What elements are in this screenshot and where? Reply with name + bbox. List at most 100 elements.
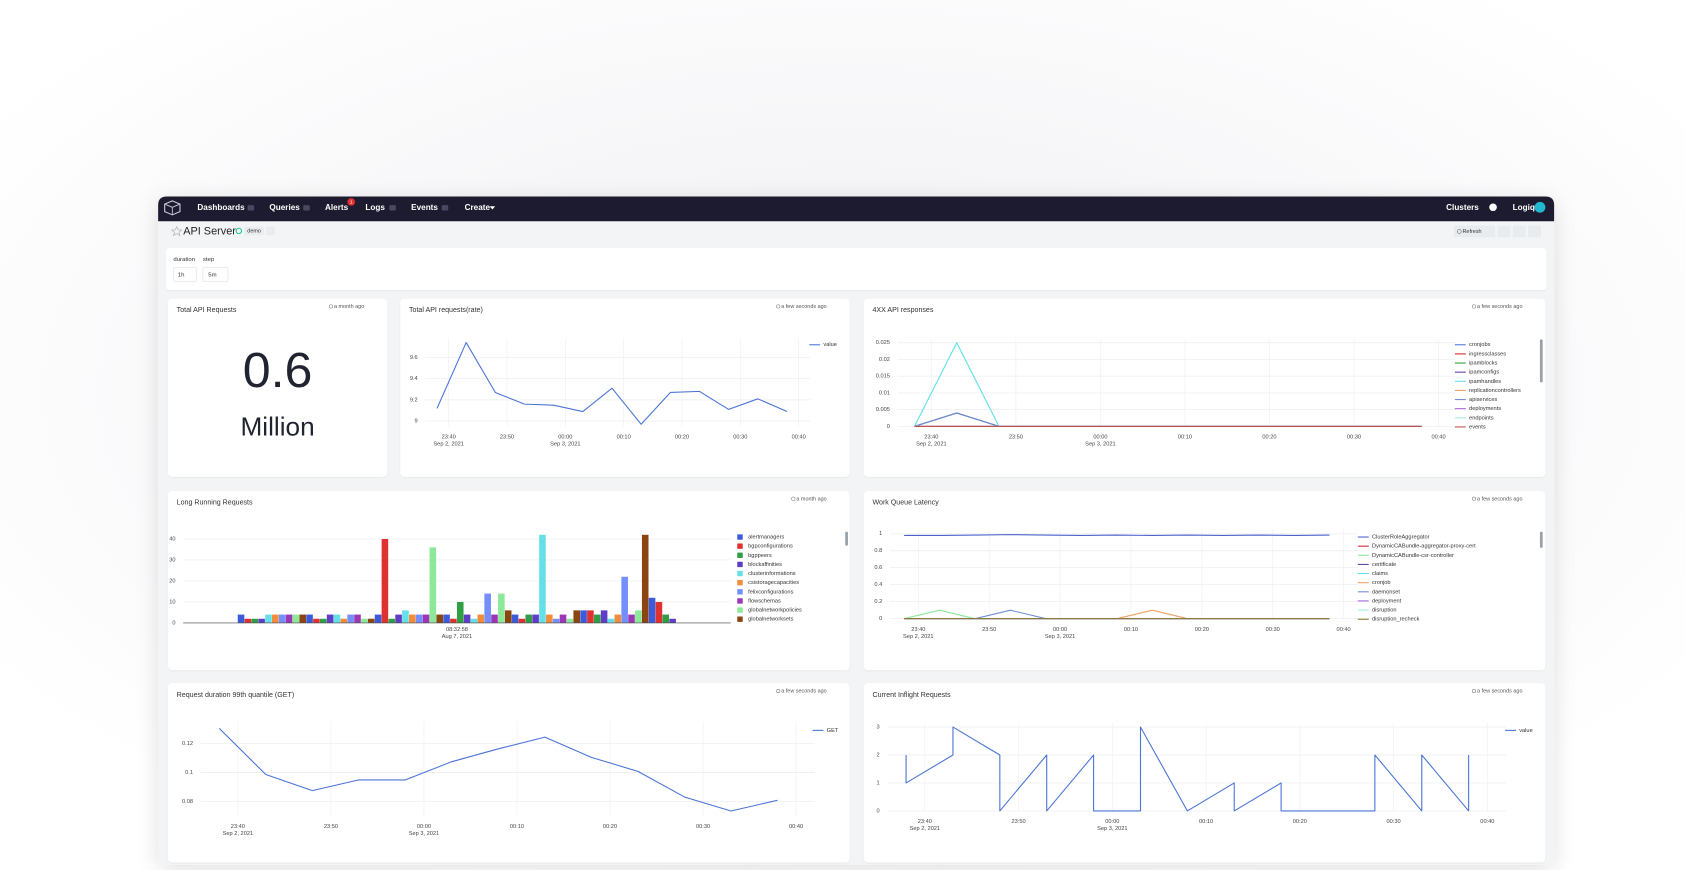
alert-count: 1: [350, 200, 353, 206]
filter-value[interactable]: 5m: [208, 273, 216, 279]
y-tick-label: 3: [877, 725, 880, 731]
legend-label: ClusterRoleAggregator: [1372, 535, 1430, 541]
legend-label: clusterinformations: [748, 571, 796, 577]
help-icon[interactable]: [1489, 203, 1497, 212]
bar: [347, 614, 354, 623]
legend-label: alertmanagers: [748, 535, 784, 541]
favorite-star[interactable]: [170, 225, 183, 237]
bar: [552, 618, 560, 623]
legend-label: DynamicCABundle-aggregator-proxy-cert: [1372, 544, 1476, 550]
legend-swatch: [737, 598, 743, 604]
bar: [511, 614, 519, 623]
tag[interactable]: [244, 226, 264, 236]
bar: [484, 593, 491, 623]
dropdown-icon[interactable]: [441, 205, 449, 211]
refresh-label[interactable]: Refresh: [1463, 229, 1482, 235]
panel-title: Work Queue Latency: [872, 500, 939, 507]
panel-title: Long Running Requests: [177, 500, 253, 507]
dropdown-icon[interactable]: [389, 205, 396, 211]
panel: [167, 683, 850, 863]
legend-label: deployments: [1469, 406, 1501, 412]
fullscreen-button[interactable]: [1497, 225, 1511, 238]
x-tick-label: 00:20: [675, 435, 689, 441]
series-line: [218, 728, 778, 812]
bar: [539, 534, 546, 623]
nav-item[interactable]: Queries: [269, 203, 300, 212]
legend-swatch: [737, 561, 743, 568]
user-name[interactable]: Logiq: [1513, 203, 1535, 212]
x-tick-label: 00:30: [1266, 627, 1280, 633]
filter-label: duration: [173, 257, 195, 263]
x-tick-label: 00:10: [1178, 435, 1192, 441]
x-tick-label: 23:40: [918, 819, 932, 825]
nav-item[interactable]: Dashboards: [197, 203, 245, 212]
bar: [333, 614, 341, 623]
bar: [319, 618, 327, 623]
bar: [443, 614, 450, 623]
legend-label: apiservices: [1469, 397, 1497, 403]
nav-bar: [158, 196, 1555, 222]
tag-label[interactable]: demo: [247, 229, 261, 235]
x-tick-label: 00:10: [1124, 627, 1138, 633]
dropdown-icon[interactable]: [247, 205, 255, 211]
nav-item[interactable]: Alerts: [325, 203, 349, 212]
nav-item[interactable]: Create: [465, 203, 491, 212]
share-button[interactable]: [1512, 225, 1526, 238]
bar: [237, 614, 245, 623]
bar: [244, 618, 252, 623]
legend-label: ingressclasses: [1469, 351, 1506, 357]
x-tick-label: 00:10: [1199, 819, 1213, 825]
bar: [607, 618, 615, 623]
bar: [614, 614, 622, 623]
x-tick-date: Sep 3, 2021: [409, 831, 439, 837]
x-tick-label: 23:50: [324, 824, 338, 830]
dropdown-icon[interactable]: [303, 205, 310, 211]
x-tick-label: 00:20: [1195, 627, 1209, 633]
bar: [463, 614, 471, 623]
bar: [388, 618, 396, 623]
y-tick-label: 40: [169, 536, 175, 542]
bar: [498, 593, 505, 623]
nav-item[interactable]: Clusters: [1446, 203, 1479, 212]
x-tick-label: 00:40: [789, 824, 803, 830]
bar: [546, 614, 553, 623]
bar: [655, 601, 663, 623]
legend-label: claims: [1372, 571, 1388, 577]
y-tick-label: 0.025: [876, 340, 890, 346]
panel-updated: a few seconds ago: [781, 304, 826, 310]
legend-label: bgppeers: [748, 553, 772, 559]
bar: [593, 614, 601, 623]
panel-updated: a month ago: [334, 304, 364, 310]
filter-select[interactable]: [202, 267, 229, 282]
more-button[interactable]: [1527, 225, 1542, 238]
panel: [400, 298, 850, 477]
x-tick-label: 23:40: [231, 824, 245, 830]
bar: [628, 614, 635, 623]
panel: [863, 490, 1546, 671]
legend-swatch: [737, 534, 743, 540]
bar: [456, 601, 464, 623]
y-tick-label: 0: [877, 808, 880, 814]
legend-label: ipamhandles: [1469, 379, 1501, 385]
filter-value[interactable]: 1h: [178, 273, 185, 279]
x-tick-label: 00:00: [1053, 627, 1067, 633]
x-tick-label: 00:10: [510, 824, 524, 830]
x-tick-label: 00:00: [1093, 435, 1107, 441]
bar: [559, 614, 567, 623]
x-tick-label: 00:40: [1480, 819, 1494, 825]
bar: [450, 618, 457, 623]
bar: [326, 614, 334, 623]
nav-item[interactable]: Events: [411, 203, 438, 212]
filter-select[interactable]: [173, 267, 197, 282]
x-tick-label: 00:00: [558, 435, 572, 441]
nav-item[interactable]: Logs: [365, 203, 385, 212]
bar: [477, 614, 485, 623]
legend-scrollbar: [1539, 531, 1543, 548]
edit-button[interactable]: [266, 226, 275, 236]
bar: [415, 614, 423, 623]
legend-label: cronjob: [1372, 580, 1391, 586]
refresh-button[interactable]: [1453, 225, 1496, 238]
series-line: [905, 726, 1470, 812]
avatar[interactable]: [1534, 201, 1546, 213]
bar: [491, 614, 498, 623]
